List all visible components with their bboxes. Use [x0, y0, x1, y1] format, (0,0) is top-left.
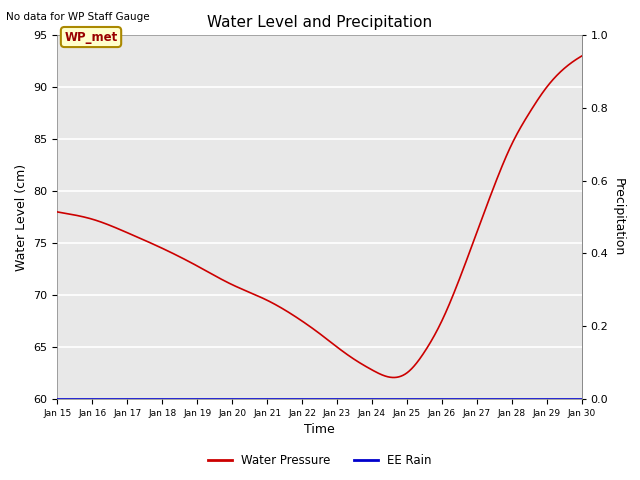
Legend: Water Pressure, EE Rain: Water Pressure, EE Rain	[204, 449, 436, 472]
Title: Water Level and Precipitation: Water Level and Precipitation	[207, 15, 432, 30]
Y-axis label: Water Level (cm): Water Level (cm)	[15, 164, 28, 271]
Text: No data for WP Staff Gauge: No data for WP Staff Gauge	[6, 12, 150, 22]
X-axis label: Time: Time	[304, 423, 335, 436]
Text: WP_met: WP_met	[65, 31, 118, 44]
Y-axis label: Precipitation: Precipitation	[612, 178, 625, 256]
